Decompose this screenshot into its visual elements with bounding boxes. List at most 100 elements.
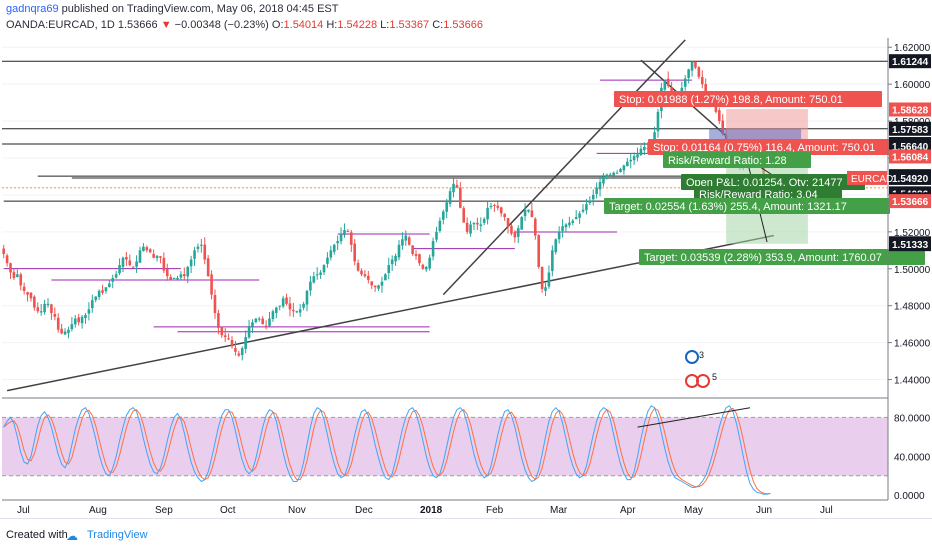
- candle-body: [67, 329, 70, 334]
- candle-body: [697, 67, 701, 77]
- candle-body: [687, 69, 690, 78]
- candle-body: [574, 217, 578, 220]
- symbol-badge-bg: [847, 170, 887, 185]
- candle-body: [636, 154, 639, 158]
- candle-body: [16, 274, 19, 277]
- candle-body: [462, 208, 466, 223]
- candle-body: [305, 290, 309, 305]
- y-tick-label: 1.46000: [894, 339, 931, 350]
- ohlc-close-label: C:: [432, 19, 444, 31]
- level-label-bg: [889, 121, 931, 136]
- level-label: 1.53666: [892, 197, 929, 208]
- candle-body: [605, 174, 609, 177]
- candle-body: [394, 255, 397, 262]
- candle-body: [544, 287, 547, 291]
- candle-body: [46, 303, 50, 306]
- candle-body: [5, 255, 9, 264]
- event-mark-icon: [685, 350, 699, 364]
- candle-body: [663, 80, 667, 90]
- candle-body: [568, 222, 571, 226]
- candle-body: [721, 120, 725, 134]
- candle-body: [373, 285, 377, 288]
- candle-body: [479, 224, 483, 226]
- candle-body: [421, 264, 425, 269]
- candle-body: [346, 230, 350, 232]
- candle-body: [128, 260, 132, 266]
- candle-body: [493, 204, 496, 206]
- candle-body: [564, 224, 568, 228]
- candle-body: [666, 78, 670, 86]
- event-mark-icon: [696, 374, 710, 388]
- candle-body: [121, 257, 125, 267]
- x-tick-label: Jul: [17, 505, 30, 516]
- target-label-1-text: Target: 0.02554 (1.63%) 255.4, Amount: 1…: [609, 201, 847, 213]
- candle-body: [547, 272, 551, 287]
- stop-label-2-bg: [648, 139, 916, 155]
- level-label-bg: [889, 194, 931, 209]
- x-tick-label: Sep: [155, 505, 173, 516]
- candle-body: [356, 263, 360, 271]
- candle-body: [336, 241, 339, 244]
- candle-body: [626, 161, 629, 167]
- candle-body: [646, 148, 650, 150]
- candle-body: [534, 218, 537, 236]
- candle-body: [19, 274, 23, 286]
- candle-body: [315, 274, 319, 276]
- symbol-interval[interactable]: OANDA:EURCAD, 1D: [6, 19, 115, 31]
- candle-body: [155, 255, 159, 259]
- tradingview-brand[interactable]: TradingView: [87, 529, 148, 541]
- x-tick-label: 2018: [420, 505, 443, 516]
- candle-body: [145, 247, 149, 251]
- candle-body: [367, 275, 370, 280]
- candle-body: [148, 249, 152, 253]
- x-tick-label: Feb: [486, 505, 504, 516]
- level-label-bg: [889, 149, 931, 164]
- candle-body: [247, 326, 251, 338]
- candle-body: [275, 307, 278, 313]
- candle-body: [598, 182, 602, 190]
- candle-body: [142, 246, 145, 252]
- candle-body: [407, 237, 411, 245]
- candle-body: [322, 265, 326, 273]
- candle-body: [380, 281, 384, 286]
- x-tick-label: Apr: [620, 505, 636, 516]
- rr-label-1: Risk/Reward Ratio: 1.28: [663, 152, 811, 168]
- candle-body: [288, 303, 292, 310]
- candle-body: [73, 318, 77, 325]
- author-link[interactable]: gadnqra69: [6, 3, 59, 15]
- candle-body: [438, 220, 442, 231]
- candle-body: [220, 327, 224, 336]
- candle-body: [91, 300, 94, 309]
- ohlc-open: 1.54014: [283, 19, 324, 31]
- candle-body: [503, 213, 506, 218]
- candle-body: [591, 194, 595, 200]
- candle-body: [384, 274, 387, 281]
- candle-body: [551, 250, 554, 272]
- level-label: 1.56084: [892, 152, 929, 163]
- candle-body: [428, 257, 431, 269]
- candle-body: [486, 207, 489, 220]
- candle-body: [108, 283, 111, 287]
- x-tick-label: Jul: [820, 505, 833, 516]
- candle-body: [50, 304, 53, 314]
- x-tick-label: Jun: [756, 505, 772, 516]
- candle-body: [445, 202, 449, 212]
- ohlc-close: 1.53666: [443, 19, 483, 31]
- price-chart[interactable]: Stop: 0.01988 (1.27%) 198.8, Amount: 750…: [0, 0, 932, 518]
- axes: 1.620001.600001.580001.560001.540001.520…: [2, 38, 931, 516]
- candle-body: [135, 261, 138, 267]
- candle-body: [237, 353, 241, 356]
- level-label: 1.61244: [892, 57, 929, 68]
- candle-body: [602, 176, 605, 184]
- candle-body: [281, 298, 285, 307]
- tradingview-logo-icon: ☁: [66, 529, 78, 543]
- candle-body: [268, 318, 271, 326]
- candle-body: [169, 277, 172, 280]
- candle-body: [22, 286, 26, 291]
- target-label-2-text: Target: 0.03539 (2.28%) 353.9, Amount: 1…: [644, 252, 882, 264]
- position-tools[interactable]: Stop: 0.01988 (1.27%) 198.8, Amount: 750…: [604, 91, 925, 388]
- event-count-3: 3: [699, 350, 704, 360]
- candle-body: [472, 222, 476, 225]
- candle-body: [63, 331, 67, 335]
- candle-body: [349, 232, 353, 245]
